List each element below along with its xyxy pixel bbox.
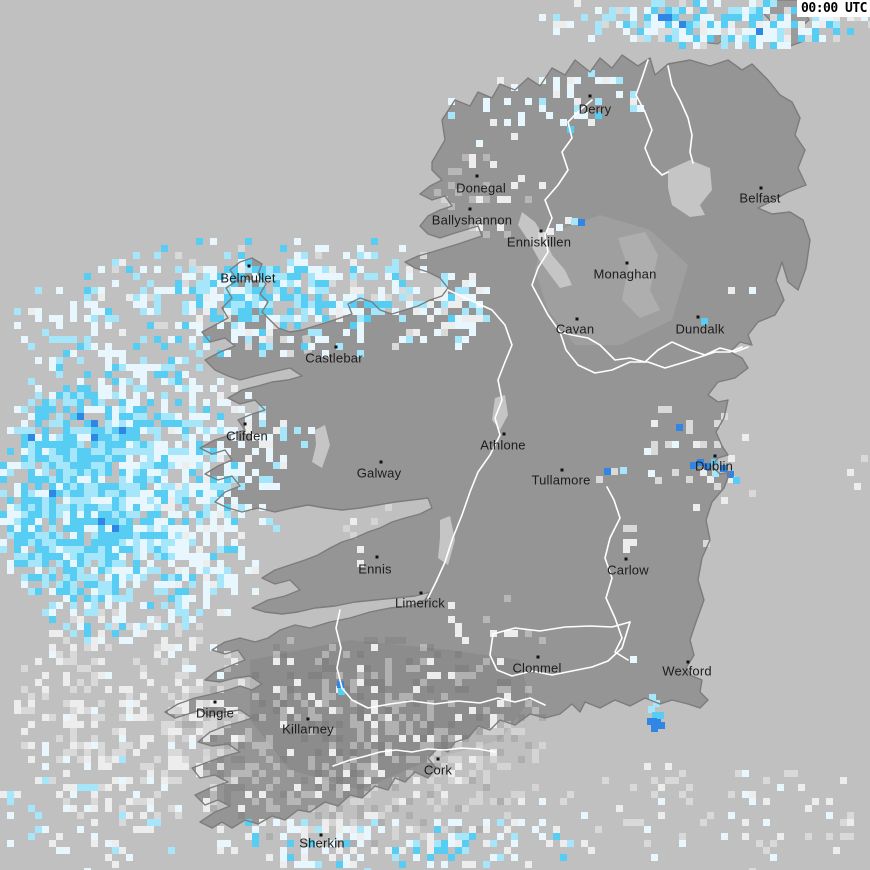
city-dot	[560, 468, 564, 472]
timestamp-box: 00:00 UTC	[797, 0, 870, 17]
city-label: Cork	[423, 762, 453, 778]
city-label: Enniskillen	[506, 234, 572, 250]
lough-derg	[438, 516, 455, 565]
city-dot	[243, 422, 247, 426]
border-cavan-louth	[559, 331, 743, 374]
city-label: Carlow	[607, 562, 649, 578]
city-dot	[475, 174, 479, 178]
city-dot	[759, 186, 763, 190]
city-label: Galway	[356, 465, 402, 481]
city-dot	[502, 432, 506, 436]
city-dot	[319, 833, 323, 837]
border-shannon	[427, 361, 506, 599]
lakes	[302, 160, 712, 565]
border-derry	[635, 59, 669, 176]
city-dot	[536, 655, 540, 659]
city-dot	[436, 757, 440, 761]
city-dot	[624, 557, 628, 561]
city-label: Donegal	[456, 180, 506, 196]
coastline	[164, 54, 811, 829]
city-label: Monaghan	[593, 266, 657, 282]
lough-corrib	[312, 425, 330, 468]
city-dot	[713, 454, 717, 458]
city-dot	[539, 229, 543, 233]
border-cork-kerry	[332, 747, 496, 767]
city-label: Ennis	[358, 561, 392, 577]
lough-erne	[518, 212, 572, 288]
city-dot	[379, 460, 383, 464]
city-label: Sherkin	[299, 835, 345, 851]
city-dot	[588, 94, 592, 98]
border-sligo	[447, 289, 513, 363]
city-label: Dingle	[195, 705, 235, 721]
city-label: Limerick	[395, 595, 445, 611]
city-dot	[247, 264, 251, 268]
city-dot	[375, 555, 379, 559]
city-dot	[306, 717, 310, 721]
border-ni	[531, 99, 749, 363]
city-label: Ballyshannon	[431, 212, 513, 228]
city-label: Athlone	[480, 437, 526, 453]
county-borders	[332, 59, 749, 767]
city-label: Belmullet	[220, 270, 276, 286]
city-dot	[213, 700, 217, 704]
border-kerry-north	[335, 609, 343, 689]
city-label: Dundalk	[675, 321, 725, 337]
timestamp-label: 00:00 UTC	[801, 1, 867, 16]
city-label: Clifden	[226, 428, 268, 444]
city-label: Cavan	[555, 321, 595, 337]
city-label: Clonmel	[512, 660, 562, 676]
border-antrim	[667, 65, 694, 164]
city-dot	[334, 345, 338, 349]
border-waterford	[489, 621, 631, 677]
city-dot	[625, 261, 629, 265]
city-dot	[419, 591, 423, 595]
city-label: Castlebar	[305, 350, 363, 366]
city-label: Killarney	[282, 721, 334, 737]
city-label: Derry	[578, 101, 612, 117]
city-dot	[686, 660, 690, 664]
ireland-landmass	[165, 55, 810, 828]
lough-neagh	[668, 160, 712, 217]
city-label: Tullamore	[531, 472, 591, 488]
city-dot	[696, 315, 700, 319]
city-dot	[575, 317, 579, 321]
city-label: Dublin	[694, 458, 734, 474]
city-label: Belfast	[739, 190, 781, 206]
border-tipperary-north	[492, 621, 631, 635]
border-leinster-east	[604, 486, 629, 661]
city-label: Wexford	[662, 663, 712, 679]
border-kerry-limerick	[341, 687, 546, 709]
city-dot	[468, 207, 472, 211]
